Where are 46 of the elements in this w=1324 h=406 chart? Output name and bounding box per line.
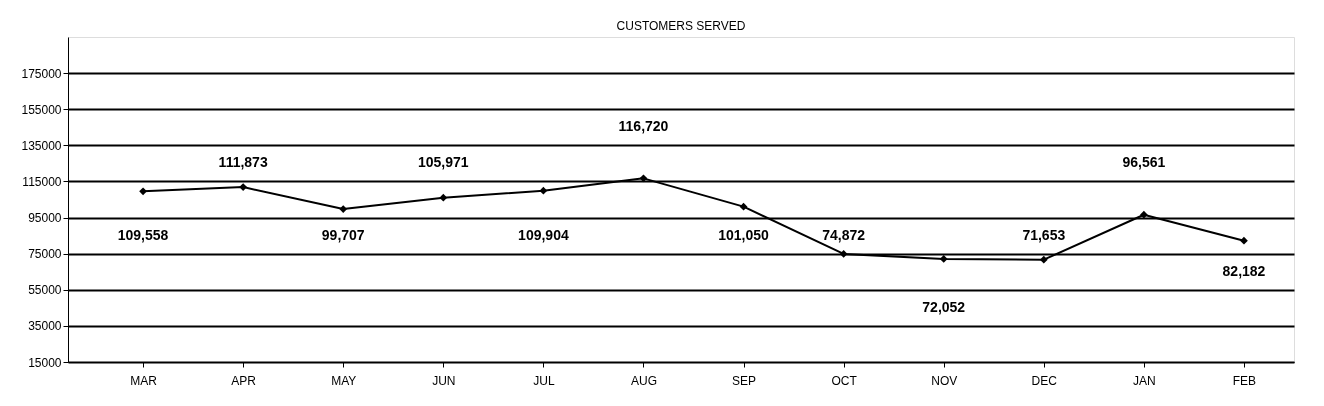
y-tick-label: 115000	[22, 174, 62, 189]
point	[339, 205, 348, 213]
point	[239, 183, 248, 191]
x-tick-label: SEP	[732, 373, 757, 388]
x-tick-label: AUG	[630, 373, 657, 388]
data-label: 109,558	[117, 226, 169, 243]
y-tick-label: 175000	[21, 66, 62, 81]
point	[139, 187, 147, 196]
data-label: 109,904	[518, 226, 569, 243]
x-tick-label: FEB	[1232, 373, 1257, 388]
data-label: 105,971	[418, 154, 469, 171]
data-label: 116,720	[618, 118, 669, 135]
y-tick-label: 55000	[28, 283, 62, 298]
x-tick-label: MAY	[331, 373, 357, 388]
y-tick-label: 15000	[28, 355, 62, 370]
x-tick-label: JUN	[432, 373, 456, 388]
x-tick-label: NOV	[931, 373, 958, 388]
y-tick-label: 95000	[28, 211, 62, 226]
data-label: 99,707	[321, 226, 365, 243]
data-label: 72,052	[922, 298, 966, 315]
point	[639, 174, 648, 183]
point	[1039, 255, 1048, 264]
x-tick-label: JAN	[1133, 373, 1156, 388]
point	[839, 250, 848, 258]
y-tick-label: 135000	[21, 138, 62, 153]
x-tick-label: MAR	[130, 373, 158, 388]
point	[1140, 210, 1148, 219]
point	[739, 202, 748, 211]
data-label: 71,653	[1022, 226, 1066, 243]
x-tick-label: APR	[231, 373, 257, 388]
point	[939, 255, 948, 263]
data-label: 101,050	[718, 226, 770, 243]
y-tick-label: 155000	[21, 102, 62, 117]
point	[439, 193, 448, 202]
data-label: 96,561	[1122, 154, 1166, 171]
y-tick-label: 75000	[28, 247, 62, 262]
y-tick-label: 35000	[28, 319, 62, 334]
x-tick-label: DEC	[1031, 373, 1058, 388]
point	[539, 186, 548, 195]
data-label: 111,873	[218, 154, 268, 171]
data-label: 82,182	[1222, 262, 1266, 279]
x-tick-label: OCT	[831, 373, 858, 388]
data-label: 74,872	[822, 226, 866, 243]
x-tick-label: JUL	[533, 373, 555, 388]
chart-title: CUSTOMERS SERVED	[616, 19, 746, 33]
point	[1240, 236, 1248, 245]
